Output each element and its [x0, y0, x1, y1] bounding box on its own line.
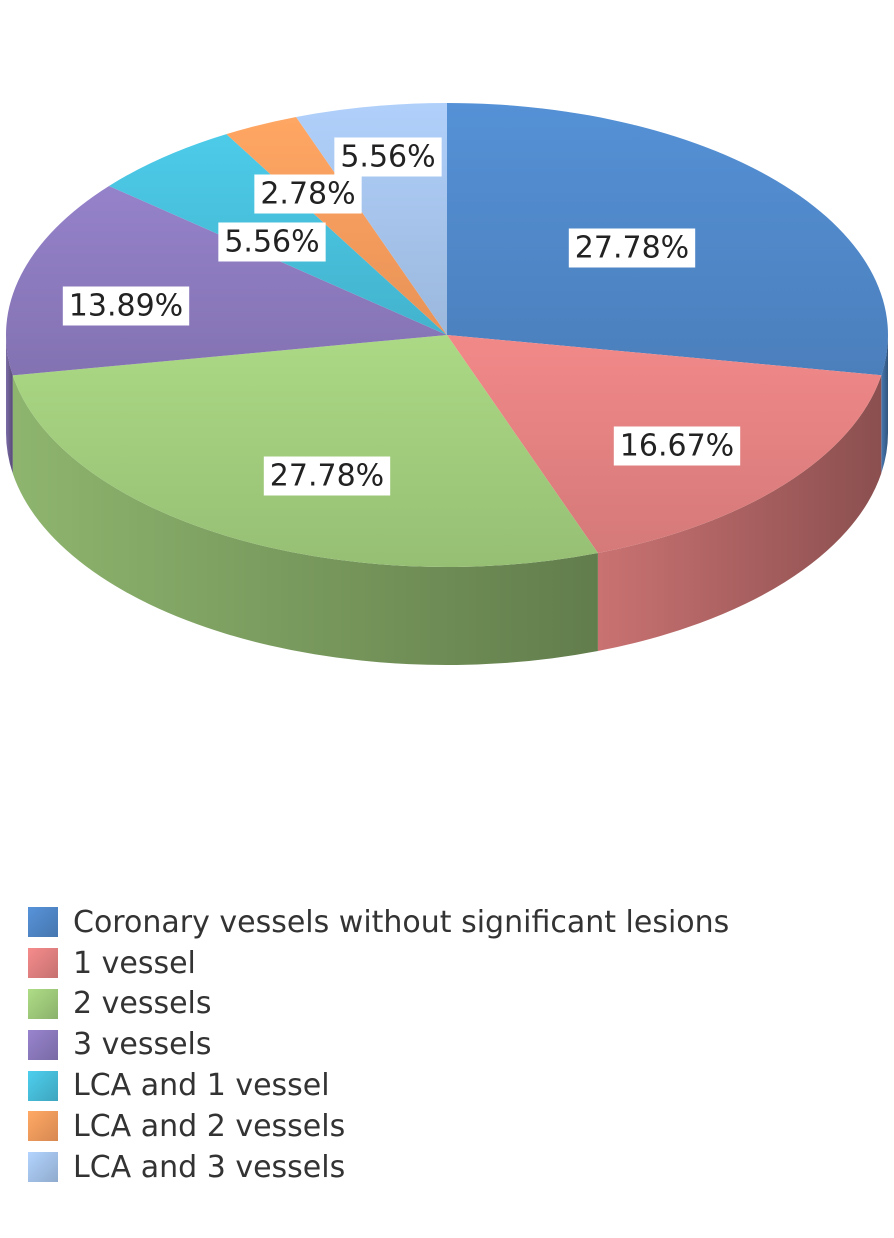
legend-item: Coronary vessels without significant les…: [28, 902, 729, 943]
legend-item: LCA and 1 vessel: [28, 1065, 729, 1106]
legend-item: LCA and 3 vessels: [28, 1147, 729, 1188]
legend-swatch: [28, 907, 58, 938]
data-label-4: 13.89%: [62, 286, 190, 326]
legend-swatch: [28, 1152, 58, 1183]
legend-item: 3 vessels: [28, 1024, 729, 1065]
data-label-1: 27.78%: [568, 228, 696, 268]
legend-label: LCA and 1 vessel: [73, 1068, 330, 1104]
legend-label: LCA and 3 vessels: [73, 1149, 346, 1185]
data-label-5: 5.56%: [218, 222, 326, 262]
svg-text:27.78%: 27.78%: [270, 459, 384, 494]
legend-item: 2 vessels: [28, 984, 729, 1025]
legend: Coronary vessels without significant les…: [28, 902, 729, 1188]
data-label-6: 2.78%: [254, 174, 362, 214]
pie-side-3: [12, 375, 598, 665]
pie-slice-6: [226, 117, 447, 335]
legend-label: 3 vessels: [73, 1027, 212, 1063]
data-label-7: 5.56%: [334, 137, 442, 177]
svg-text:5.56%: 5.56%: [340, 140, 435, 175]
legend-label: 2 vessels: [73, 986, 212, 1022]
svg-text:2.78%: 2.78%: [260, 177, 355, 212]
legend-item: LCA and 2 vessels: [28, 1106, 729, 1147]
pie-side-1: [881, 335, 888, 474]
pie-slice-3: [12, 335, 598, 567]
legend-label: LCA and 2 vessels: [73, 1108, 346, 1144]
pie-slice-4: [5, 185, 447, 376]
legend-label: Coronary vessels without significant les…: [73, 904, 730, 940]
svg-text:27.78%: 27.78%: [575, 231, 689, 266]
data-labels: 27.78%16.67%27.78%13.89%5.56%2.78%5.56%: [62, 137, 741, 496]
data-label-2: 16.67%: [613, 426, 741, 466]
svg-text:5.56%: 5.56%: [224, 225, 319, 260]
data-label-3: 27.78%: [263, 456, 391, 496]
legend-swatch: [28, 988, 58, 1019]
legend-swatch: [28, 1111, 58, 1142]
legend-swatch: [28, 948, 58, 979]
svg-text:16.67%: 16.67%: [620, 429, 734, 464]
pie-chart: 27.78%16.67%27.78%13.89%5.56%2.78%5.56%: [5, 103, 888, 665]
legend-item: 1 vessel: [28, 943, 729, 984]
pie-side-2: [597, 375, 882, 651]
pie-sides: [6, 335, 888, 665]
pie-side-4: [6, 335, 13, 474]
legend-swatch: [28, 1029, 58, 1060]
legend-swatch: [28, 1070, 58, 1101]
svg-text:13.89%: 13.89%: [69, 289, 183, 324]
legend-label: 1 vessel: [73, 945, 196, 981]
pie-slices: [5, 103, 888, 567]
